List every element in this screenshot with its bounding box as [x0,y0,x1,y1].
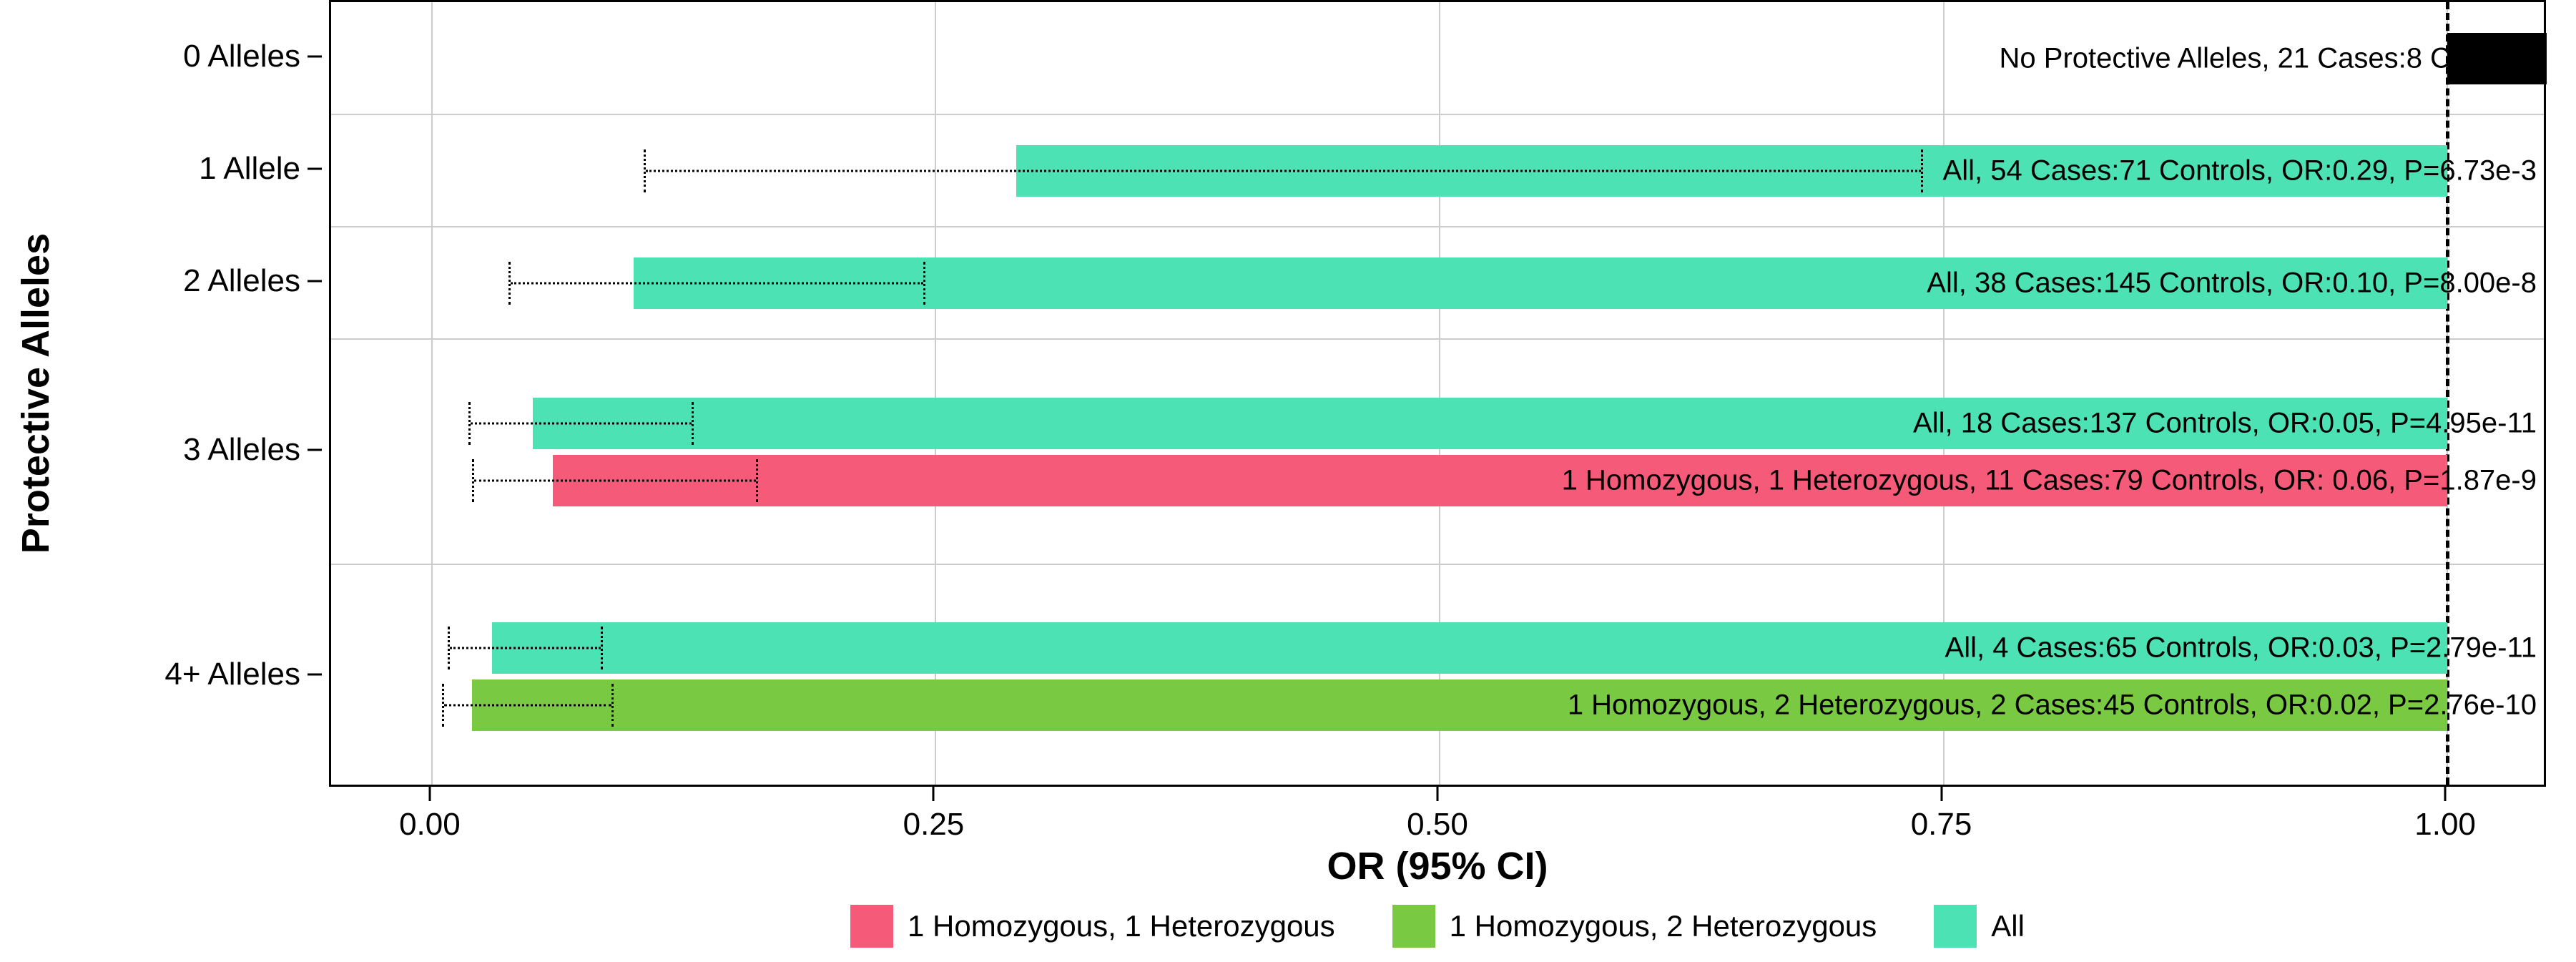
ci-whisker [472,459,758,502]
x-tick-label: 1.00 [2414,807,2476,843]
row-label: All, 18 Cases:137 Controls, OR:0.05, P=4… [1913,407,2537,439]
x-tick-label: 0.00 [399,807,461,843]
y-tick-label: 2 Alleles [183,263,300,299]
facet-separator [331,564,2544,565]
ci-whisker [442,684,614,727]
legend-label: 1 Homozygous, 1 Heterozygous [908,909,1335,943]
x-tick-label: 0.50 [1407,807,1468,843]
plot-area: No Protective Alleles, 21 Cases:8 Contro… [329,0,2546,787]
legend-swatch [1934,905,1977,948]
y-tick-label: 3 Alleles [183,432,300,468]
y-axis-title-text: Protective Alleles [14,233,58,554]
x-tick-mark [1437,787,1439,801]
x-tick-mark [1940,787,1942,801]
y-tick-label: 4+ Alleles [164,657,300,692]
y-tick-mark [308,167,322,170]
y-axis-title: Protective Alleles [0,0,72,787]
gridline [431,2,433,785]
row-label: All, 54 Cases:71 Controls, OR:0.29, P=6.… [1943,154,2537,187]
legend: 1 Homozygous, 1 Heterozygous 1 Homozygous… [329,905,2546,948]
x-tick-label: 0.75 [1911,807,1972,843]
y-tick-label: 0 Alleles [183,39,300,74]
y-tick-mark [308,280,322,282]
row-label: All, 4 Cases:65 Controls, OR:0.03, P=2.7… [1945,632,2537,664]
legend-item: 1 Homozygous, 1 Heterozygous [850,905,1335,948]
facet-separator [331,338,2544,340]
y-tick-label: 1 Allele [199,151,300,187]
forest-plot: Protective Alleles 0 Alleles 1 Allele 2 Al… [0,0,2576,962]
ci-whisker [644,149,1924,192]
y-tick-mark [308,673,322,675]
row-label: 1 Homozygous, 1 Heterozygous, 11 Cases:7… [1562,464,2537,496]
x-tick-mark [2444,787,2447,801]
ci-whisker [448,627,603,669]
legend-swatch [1392,905,1435,948]
legend-label: All [1991,909,2025,943]
facet-separator [331,114,2544,115]
legend-swatch [850,905,893,948]
legend-item: All [1934,905,2025,948]
ci-whisker [468,402,694,445]
row-label: All, 38 Cases:145 Controls, OR:0.10, P=8… [1927,267,2537,299]
ci-whisker [508,262,925,305]
facet-separator [331,226,2544,227]
x-tick-label: 0.25 [903,807,965,843]
legend-item: 1 Homozygous, 2 Heterozygous [1392,905,1877,948]
x-tick-mark [933,787,935,801]
x-tick-mark [428,787,431,801]
y-tick-mark [308,448,322,451]
y-tick-mark [308,55,322,57]
legend-label: 1 Homozygous, 2 Heterozygous [1450,909,1877,943]
x-axis-title: OR (95% CI) [329,844,2546,888]
y-axis-ticks: 0 Alleles 1 Allele 2 Alleles 3 Alleles 4+ Al… [72,0,322,787]
row-label: No Protective Alleles, 21 Cases:8 Contro… [2000,42,2537,74]
row-label: 1 Homozygous, 2 Heterozygous, 2 Cases:45… [1568,689,2537,721]
